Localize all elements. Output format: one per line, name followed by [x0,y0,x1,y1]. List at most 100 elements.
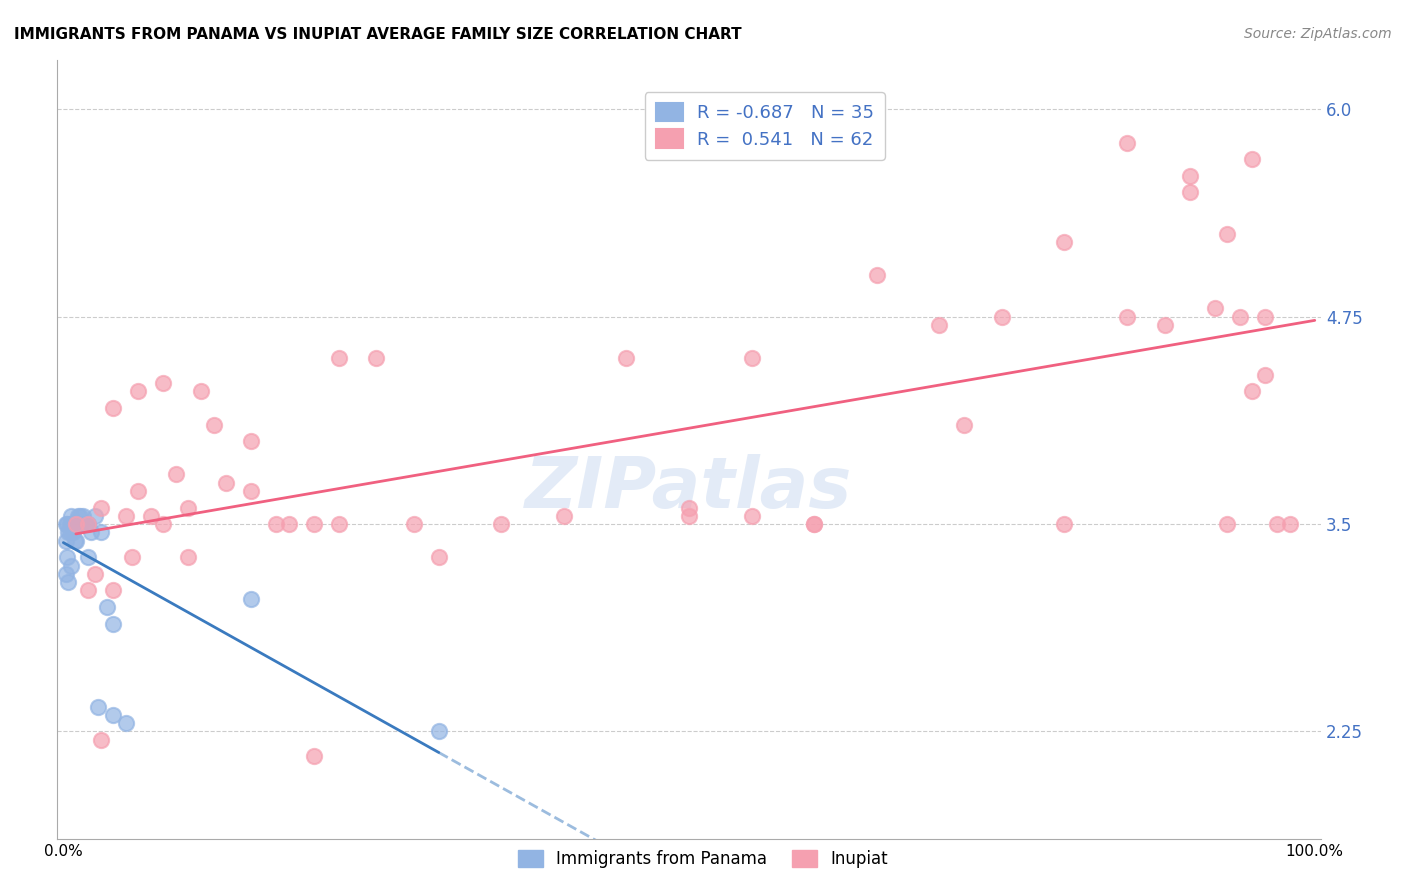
Point [741,508,763,523]
Point [63,517,86,532]
Point [139,508,162,523]
Point [928,318,950,332]
Point [83,566,105,581]
Point [1241,384,1264,399]
Point [177,500,200,515]
Point [202,417,225,432]
Point [1053,235,1076,249]
Point [427,724,450,739]
Point [55,517,77,532]
Point [803,517,825,532]
Point [69,508,91,523]
Point [56,517,79,532]
Point [65,517,87,532]
Text: Source: ZipAtlas.com: Source: ZipAtlas.com [1244,27,1392,41]
Point [165,467,187,482]
Point [59,517,82,532]
Point [302,749,325,764]
Point [103,707,125,722]
Point [491,517,513,532]
Point [65,533,87,548]
Point [103,583,125,598]
Point [58,575,80,590]
Text: ZIPatlas: ZIPatlas [526,454,853,523]
Point [67,508,90,523]
Text: IMMIGRANTS FROM PANAMA VS INUPIAT AVERAGE FAMILY SIZE CORRELATION CHART: IMMIGRANTS FROM PANAMA VS INUPIAT AVERAG… [14,27,742,42]
Point [90,525,112,540]
Point [59,558,82,573]
Point [127,483,149,498]
Point [75,517,97,532]
Point [77,583,100,598]
Point [1265,517,1288,532]
Point [63,533,86,548]
Point [1241,152,1264,166]
Point [190,384,212,399]
Point [62,525,84,540]
Point [55,566,77,581]
Point [59,508,82,523]
Point [240,591,263,606]
Point [866,268,889,283]
Point [83,508,105,523]
Point [121,550,143,565]
Point [77,517,100,532]
Point [741,351,763,366]
Point [1116,136,1139,150]
Point [1216,227,1239,241]
Point [215,475,238,490]
Point [87,699,110,714]
Point [302,517,325,532]
Point [1278,517,1301,532]
Point [90,732,112,747]
Point [72,508,94,523]
Point [80,525,103,540]
Point [953,417,976,432]
Point [177,550,200,565]
Point [152,376,174,390]
Point [277,517,299,532]
Point [115,508,138,523]
Legend: Immigrants from Panama, Inupiat: Immigrants from Panama, Inupiat [512,843,894,875]
Point [1153,318,1175,332]
Point [1254,368,1277,382]
Point [60,517,83,532]
Point [1178,186,1201,200]
Point [127,384,149,399]
Point [328,517,350,532]
Point [264,517,287,532]
Point [60,517,83,532]
Point [77,550,100,565]
Point [366,351,388,366]
Point [77,517,100,532]
Point [427,550,450,565]
Point [678,508,700,523]
Point [1216,517,1239,532]
Point [402,517,425,532]
Point [56,550,79,565]
Point [328,351,350,366]
Point [1204,301,1226,316]
Point [1178,169,1201,183]
Point [553,508,575,523]
Point [1116,310,1139,324]
Point [616,351,638,366]
Point [66,517,89,532]
Point [59,525,82,540]
Point [103,616,125,631]
Point [1053,517,1076,532]
Point [678,500,700,515]
Point [58,525,80,540]
Point [1229,310,1251,324]
Point [103,401,125,415]
Point [803,517,825,532]
Point [240,483,263,498]
Point [90,500,112,515]
Point [115,716,138,731]
Point [240,434,263,449]
Point [1254,310,1277,324]
Legend: R = -0.687   N = 35, R =  0.541   N = 62: R = -0.687 N = 35, R = 0.541 N = 62 [645,92,884,160]
Point [991,310,1014,324]
Point [152,517,174,532]
Point [70,517,93,532]
